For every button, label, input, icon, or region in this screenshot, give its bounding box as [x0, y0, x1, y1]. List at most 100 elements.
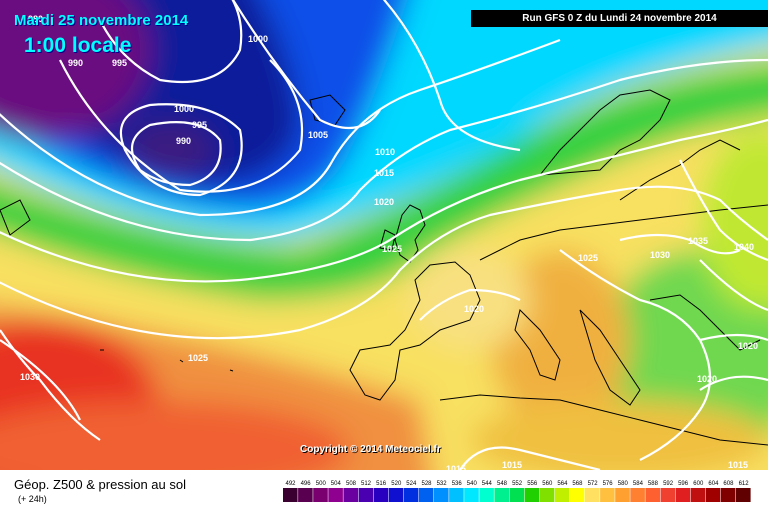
scale-swatch: [630, 488, 645, 502]
scale-tick-label: 556: [527, 481, 538, 487]
scale-swatch: [554, 488, 570, 502]
scale-tick-label: 512: [361, 481, 372, 487]
scale-tick-label: 612: [739, 481, 750, 487]
scale-swatch: [675, 488, 691, 502]
coastlines: [0, 89, 768, 446]
scale-swatch: [479, 488, 494, 502]
isobar-label: 1015: [446, 464, 466, 470]
scale-tick-label: 508: [346, 481, 357, 487]
isobar-labels: 980 990 995 1000 1000 995 990 1005 1010 …: [20, 14, 758, 470]
isobar-label: 1020: [738, 341, 758, 351]
scale-swatch: [585, 488, 600, 502]
scale-tick-label: 532: [437, 481, 448, 487]
forecast-time: 1:00 locale: [24, 34, 132, 57]
scale-swatch: [705, 488, 721, 502]
isobar-label: 1000: [174, 104, 194, 114]
scale-tick-label: 596: [678, 481, 689, 487]
isobar-label: 1020: [464, 304, 484, 314]
scale-swatch: [283, 488, 298, 502]
scale-tick-label: 552: [512, 481, 523, 487]
scale-tick-label: 588: [648, 481, 659, 487]
isobar-label: 1020: [374, 197, 394, 207]
scale-tick-label: 604: [708, 481, 719, 487]
isobar-label: 1005: [308, 130, 328, 140]
scale-swatch: [449, 488, 464, 502]
scale-tick-label: 564: [557, 481, 568, 487]
scale-swatch: [403, 488, 419, 502]
scale-tick-label: 540: [467, 481, 478, 487]
scale-tick-label: 524: [406, 481, 417, 487]
scale-tick-label: 504: [331, 481, 342, 487]
scale-swatch: [343, 488, 358, 502]
scale-swatch: [509, 488, 525, 502]
isobar-label: 990: [68, 58, 83, 68]
forecast-date: Mardi 25 novembre 2014: [14, 12, 189, 29]
scale-swatch: [539, 488, 555, 502]
scale-swatch: [464, 488, 479, 502]
isobar-label: 1015: [374, 168, 394, 178]
isobar-label: 1000: [248, 34, 268, 44]
scale-swatch: [373, 488, 389, 502]
scale-swatch: [569, 488, 585, 502]
scale-tick-label: 600: [693, 481, 704, 487]
legend-title: Géop. Z500 & pression au sol: [14, 477, 186, 492]
geopotential-field: [0, 0, 768, 470]
scale-swatch: [494, 488, 509, 502]
scale-swatch: [298, 488, 313, 502]
scale-tick-label: 520: [391, 481, 402, 487]
scale-swatch: [524, 488, 540, 502]
scale-swatch: [720, 488, 736, 502]
scale-swatch: [645, 488, 660, 502]
weather-map: 980 990 995 1000 1000 995 990 1005 1010 …: [0, 0, 768, 470]
isobar-label: 1040: [734, 242, 754, 252]
isobar-label: 1020: [697, 374, 717, 384]
scale-tick-label: 608: [723, 481, 734, 487]
isobar-label: 1015: [728, 460, 748, 470]
scale-swatch: [313, 488, 328, 502]
run-info: Run GFS 0 Z du Lundi 24 novembre 2014: [471, 10, 768, 27]
scale-tick-label: 576: [603, 481, 614, 487]
isobar-label: 1030: [650, 250, 670, 260]
scale-tick-label: 584: [633, 481, 644, 487]
scale-swatch: [736, 488, 751, 502]
isobar-label: 995: [192, 120, 207, 130]
isobar-label: 1025: [578, 253, 598, 263]
isobar-label: 990: [176, 136, 191, 146]
scale-tick-label: 516: [376, 481, 387, 487]
map-canvas: 980 990 995 1000 1000 995 990 1005 1010 …: [0, 0, 768, 470]
scale-tick-label: 580: [618, 481, 629, 487]
legend-subtitle: (+ 24h): [18, 494, 47, 504]
scale-swatch: [388, 488, 404, 502]
scale-tick-label: 568: [572, 481, 583, 487]
isobar-label: 1035: [688, 236, 708, 246]
scale-tick-label: 560: [542, 481, 553, 487]
isobar-label: 1010: [375, 147, 395, 157]
color-scale: 492 496 500 504 508 512 516 520 524 528 532 536 540 5…: [283, 481, 751, 502]
isobar-label: 1030: [20, 372, 40, 382]
scale-swatch: [615, 488, 630, 502]
copyright: Copyright © 2014 Meteociel.fr: [300, 444, 441, 455]
scale-tick-label: 536: [452, 481, 463, 487]
scale-swatch: [660, 488, 676, 502]
scale-swatch: [690, 488, 706, 502]
scale-tick-label: 496: [301, 481, 312, 487]
scale-swatch: [600, 488, 615, 502]
isobar-label: 1025: [382, 244, 402, 254]
scale-swatch: [418, 488, 434, 502]
scale-tick-label: 572: [588, 481, 599, 487]
legend-bar: Géop. Z500 & pression au sol (+ 24h) 492…: [0, 470, 768, 512]
isobar-label: 1025: [188, 353, 208, 363]
scale-tick-label: 492: [285, 481, 296, 487]
scale-tick-label: 548: [497, 481, 508, 487]
isobars: [0, 0, 768, 470]
scale-swatch: [328, 488, 343, 502]
scale-tick-label: 592: [663, 481, 674, 487]
isobar-label: 980: [28, 14, 43, 24]
scale-tick-label: 500: [316, 481, 327, 487]
scale-tick-label: 528: [421, 481, 432, 487]
scale-swatch: [434, 488, 449, 502]
scale-swatch: [358, 488, 374, 502]
scale-tick-label: 544: [482, 481, 493, 487]
isobar-label: 1015: [502, 460, 522, 470]
isobar-label: 995: [112, 58, 127, 68]
